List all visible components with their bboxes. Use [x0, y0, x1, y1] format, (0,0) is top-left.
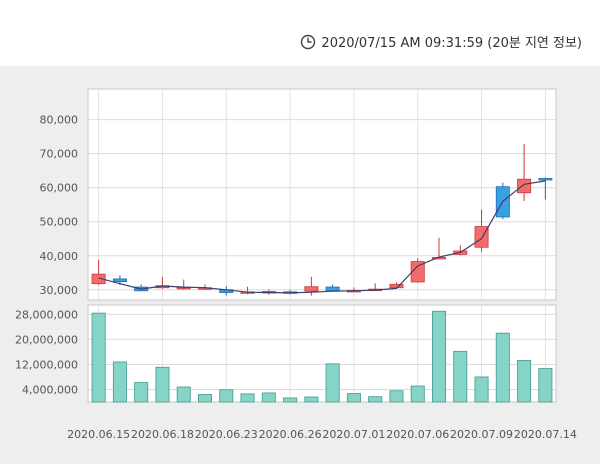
timestamp-text: 2020/07/15 AM 09:31:59 (20분 지연 정보) [321, 36, 582, 51]
x-tick-label: 2020.06.15 [67, 428, 130, 441]
volume-bar [474, 376, 489, 403]
candle-body [410, 261, 425, 283]
candle-body [389, 283, 404, 289]
price-plot-area [87, 88, 557, 301]
volume-bar [389, 390, 404, 403]
stock-chart: 30,000 40,000 50,000 60,000 70,000 80,000 4,00… [15, 88, 577, 441]
header-bar: 2020/07/15 AM 09:31:59 (20분 지연 정보) [0, 0, 600, 66]
price-y-tick-label: 60,000 [40, 182, 79, 195]
volume-bar [91, 312, 106, 403]
volume-bar [240, 393, 255, 403]
chart-panel: 30,000 40,000 50,000 60,000 70,000 80,000 4,00… [0, 66, 600, 464]
volume-bar [134, 382, 149, 403]
volume-bar [176, 386, 191, 403]
candle-body [517, 178, 532, 194]
candle-body [304, 286, 319, 292]
candle-body [325, 286, 340, 291]
volume-bar [517, 359, 532, 403]
timestamp-label: 2020/07/15 AM 09:31:59 (20분 지연 정보) [300, 32, 582, 51]
candle-body [538, 178, 553, 181]
volume-bar [538, 368, 553, 403]
price-y-tick-label: 30,000 [40, 284, 79, 297]
price-y-tick-label: 70,000 [40, 148, 79, 161]
volume-y-tick-label: 4,000,000 [22, 383, 78, 396]
candle-body [91, 273, 106, 285]
x-tick-label: 2020.06.26 [259, 428, 322, 441]
volume-bar [198, 394, 212, 403]
x-tick-label: 2020.07.14 [514, 428, 577, 441]
x-tick-label: 2020.06.18 [131, 428, 194, 441]
price-line [98, 180, 546, 294]
volume-bar [432, 310, 446, 403]
volume-bar [346, 393, 361, 403]
clock-icon [301, 34, 316, 49]
x-tick-label: 2020.07.01 [322, 428, 385, 441]
volume-bar [283, 397, 298, 403]
volume-bar [495, 332, 510, 403]
volume-bar [453, 350, 468, 403]
x-tick-label: 2020.06.23 [195, 428, 258, 441]
x-tick-label: 2020.07.06 [386, 428, 449, 441]
volume-bar [410, 385, 425, 403]
price-y-tick-label: 50,000 [40, 216, 79, 229]
volume-bar [219, 389, 234, 403]
volume-bar [304, 396, 319, 403]
x-tick-label: 2020.07.09 [450, 428, 513, 441]
volume-bar [368, 396, 383, 403]
volume-y-tick-label: 12,000,000 [15, 358, 78, 371]
price-y-tick-label: 40,000 [40, 250, 79, 263]
volume-bar [112, 361, 127, 403]
price-y-tick-label: 80,000 [40, 114, 79, 127]
volume-bar [155, 366, 170, 403]
volume-bar [325, 363, 340, 403]
volume-y-tick-label: 20,000,000 [15, 333, 78, 346]
volume-y-tick-label: 28,000,000 [15, 308, 78, 321]
candle-body [112, 278, 127, 283]
volume-bar [261, 392, 276, 403]
